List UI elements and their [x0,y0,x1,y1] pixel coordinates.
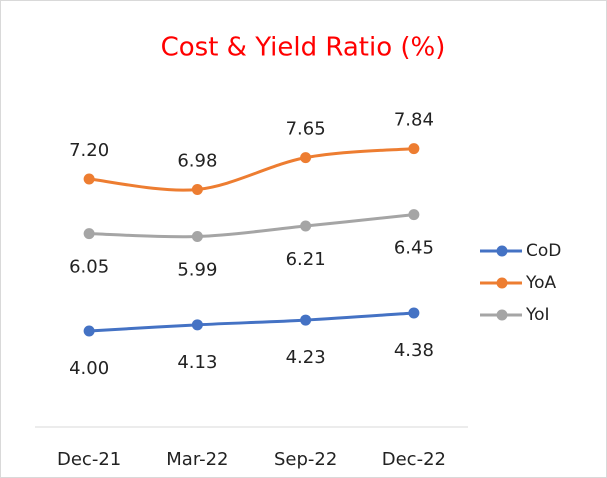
series-line [88,147,414,192]
data-label: 7.84 [394,110,434,131]
data-label: 4.13 [177,352,217,373]
series-line [89,311,414,333]
data-point [83,325,95,337]
data-point [408,143,420,155]
series-line [89,213,415,239]
x-tick-label: Sep-22 [274,449,337,470]
legend-label: YoA [525,273,557,293]
legend-marker [496,309,508,321]
data-point [408,209,420,221]
legend-marker [496,245,508,257]
data-point [191,230,203,242]
data-label: 6.98 [177,150,217,171]
data-label: 6.21 [286,249,326,270]
legend-label: CoD [526,241,561,261]
data-label: 7.20 [69,140,109,161]
x-tick-label: Mar-22 [166,449,228,470]
data-label: 6.45 [394,238,434,259]
data-point [300,220,312,232]
data-point [191,319,203,331]
data-label: 4.23 [286,347,326,368]
data-point [408,307,420,319]
data-point [191,183,203,195]
data-point [83,228,95,240]
x-tick-label: Dec-22 [382,449,446,470]
data-label: 4.38 [394,340,434,361]
data-label: 4.00 [69,358,109,379]
data-label: 7.65 [286,119,326,140]
chart-title: Cost & Yield Ratio (%) [161,33,446,63]
x-tick-label: Dec-21 [57,449,121,470]
data-label: 5.99 [177,259,217,280]
legend-label: YoI [525,305,550,325]
data-point [300,152,312,164]
data-point [83,173,95,185]
data-point [300,314,312,326]
data-label: 6.05 [69,257,109,278]
legend-marker [496,277,508,289]
